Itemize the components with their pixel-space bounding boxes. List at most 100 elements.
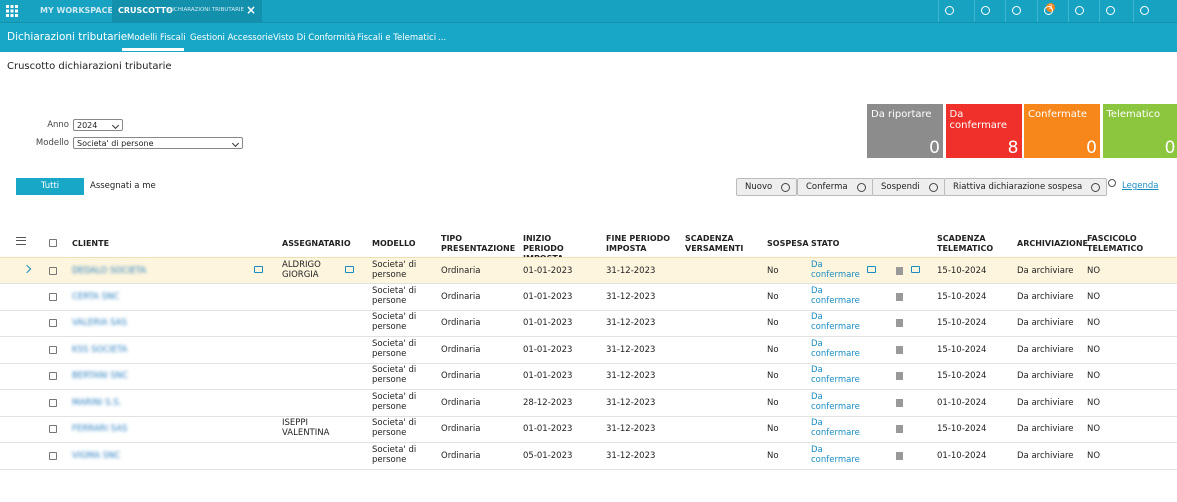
workspace-tab[interactable]: MY WORKSPACE [40,6,113,15]
cell-cliente[interactable]: BERTANI SNC [72,371,129,381]
tile-count: 0 [1086,138,1097,158]
tile-label: Telematico [1106,109,1161,120]
cell-stato[interactable]: Da confermare [811,444,860,465]
status-tile[interactable]: Da riportare 0 [867,104,943,158]
cell-fine: 31-12-2023 [606,344,656,355]
comment-icon[interactable] [911,266,920,273]
cell-stato[interactable]: Da confermare [811,418,860,438]
table-row[interactable]: VALERIA SAS Societa' di persone Ordinaria 0… [0,310,1177,337]
column-header: ARCHIVIAZIONE [1017,239,1088,248]
cell-telematico: 15-10-2024 [937,344,987,355]
table-row[interactable]: VIGMA SNC Societa' di persone Ordinaria 05-… [0,443,1177,470]
status-tile[interactable]: Telematico 0 [1102,104,1177,158]
book-icon[interactable] [896,292,903,301]
tile-label: Confermate [1028,109,1087,120]
book-icon[interactable] [896,425,903,433]
cell-inizio: 01-01-2023 [523,291,573,302]
cell-archiviazione: Da archiviare [1017,344,1074,355]
cell-fascicolo: NO [1087,291,1101,302]
row-checkbox[interactable] [49,345,57,354]
comment-icon[interactable] [254,266,263,273]
column-header: FINE PERIODO IMPOSTA [606,234,671,253]
cell-stato[interactable]: Da confermare [811,260,860,280]
row-checkbox[interactable] [49,425,57,433]
table-row[interactable]: BERTANI SNC Societa' di persone Ordinaria 0… [0,363,1177,390]
cell-cliente[interactable]: MARINI S.S. [72,397,122,408]
toolbar-icon[interactable] [1068,0,1088,22]
toolbar-icon[interactable] [1099,0,1119,22]
cell-sospesa: No [767,318,779,328]
book-icon[interactable] [896,372,903,380]
sub-tab[interactable]: ... [438,33,447,43]
cell-inizio: 01-01-2023 [523,318,573,328]
action-button[interactable]: Sospendi [872,178,945,196]
cell-cliente[interactable]: CERTA SNC [72,291,120,302]
cell-stato[interactable]: Da confermare [811,365,860,385]
expand-arrow[interactable] [22,264,32,274]
row-checkbox[interactable] [49,319,57,327]
column-header: TIPO PRESENTAZIONE [441,234,516,253]
toggle-all[interactable]: Tutti [16,178,84,195]
cell-cliente[interactable]: KSS SOCIETA [72,344,128,355]
sub-tab[interactable]: Modelli Fiscali [127,33,186,43]
status-tile[interactable]: Confermate 0 [1024,104,1100,158]
table-row[interactable]: DEDALO SOCIETA ALDRIGO GIORGIA Societa' di… [0,257,1177,284]
cell-stato[interactable]: Da confermare [811,338,860,359]
sub-tab[interactable]: Fiscali e Telematici [357,33,437,43]
close-tab[interactable]: × [246,3,257,17]
toggle-mine[interactable]: Assegnati a me [90,181,156,191]
legend-link[interactable]: Legenda [1122,181,1159,191]
book-icon[interactable] [896,398,903,407]
status-tile[interactable]: Da confermare 8 [945,104,1022,158]
table-row[interactable]: FERRARI SAS ISEPPI VALENTINA Societa' di p… [0,416,1177,443]
cell-modello: Societa' di persone [372,312,417,332]
column-header: SCADENZA TELEMATICO [937,234,994,253]
toolbar-icon[interactable] [1133,0,1153,22]
action-button[interactable]: Nuovo [736,178,798,196]
toolbar-icon[interactable] [974,0,994,22]
table-row[interactable]: CERTA SNC Societa' di persone Ordinaria 01-… [0,284,1177,311]
cell-cliente[interactable]: VIGMA SNC [72,450,121,461]
cell-stato[interactable]: Da confermare [811,391,860,412]
cell-modello: Societa' di persone [372,444,417,465]
cell-archiviazione: Da archiviare [1017,291,1074,302]
table-row[interactable]: MARINI S.S. Societa' di persone Ordinaria 2… [0,390,1177,417]
table-row[interactable]: KSS SOCIETA Societa' di persone Ordinaria 0… [0,337,1177,364]
toolbar-icon[interactable] [1037,0,1057,22]
filter-select[interactable]: 2024 [73,119,123,131]
cell-fascicolo: NO [1087,318,1101,328]
cell-telematico: 01-10-2024 [937,397,987,408]
cell-cliente[interactable]: VALERIA SAS [72,318,127,328]
row-checkbox[interactable] [49,451,57,460]
comment-icon[interactable] [867,266,876,273]
row-checkbox[interactable] [49,267,57,275]
cell-stato[interactable]: Da confermare [811,312,860,332]
toolbar-icon[interactable] [1005,0,1025,22]
row-checkbox[interactable] [49,372,57,380]
row-checkbox[interactable] [49,398,57,407]
sub-tab[interactable]: Gestioni Accessorie [190,33,273,43]
book-icon[interactable] [896,267,903,275]
cell-stato[interactable]: Da confermare [811,285,860,306]
book-icon[interactable] [896,345,903,354]
filter-select[interactable]: Societa' di persone [73,137,243,149]
row-checkbox[interactable] [49,292,57,301]
cell-fine: 31-12-2023 [606,424,656,434]
toolbar-icon[interactable] [938,0,958,22]
active-tab[interactable]: CRUSCOTTO DICHIARAZIONI TRIBUTARIE × [112,0,262,22]
columns-menu[interactable] [16,237,26,245]
action-button[interactable]: Riattiva dichiarazione sospesa [944,178,1108,196]
action-button[interactable]: Conferma [797,178,873,196]
cell-cliente[interactable]: DEDALO SOCIETA [72,266,147,276]
cell-cliente[interactable]: FERRARI SAS [72,424,128,434]
select-all[interactable] [49,239,57,247]
tile-label: Da riportare [871,109,932,120]
sub-tab[interactable]: Visto Di Conformità [273,33,356,43]
apps-icon[interactable] [6,5,18,17]
book-icon[interactable] [896,451,903,460]
cell-inizio: 28-12-2023 [523,397,573,408]
cell-inizio: 05-01-2023 [523,450,573,461]
comment-icon[interactable] [345,266,354,273]
book-icon[interactable] [896,319,903,327]
